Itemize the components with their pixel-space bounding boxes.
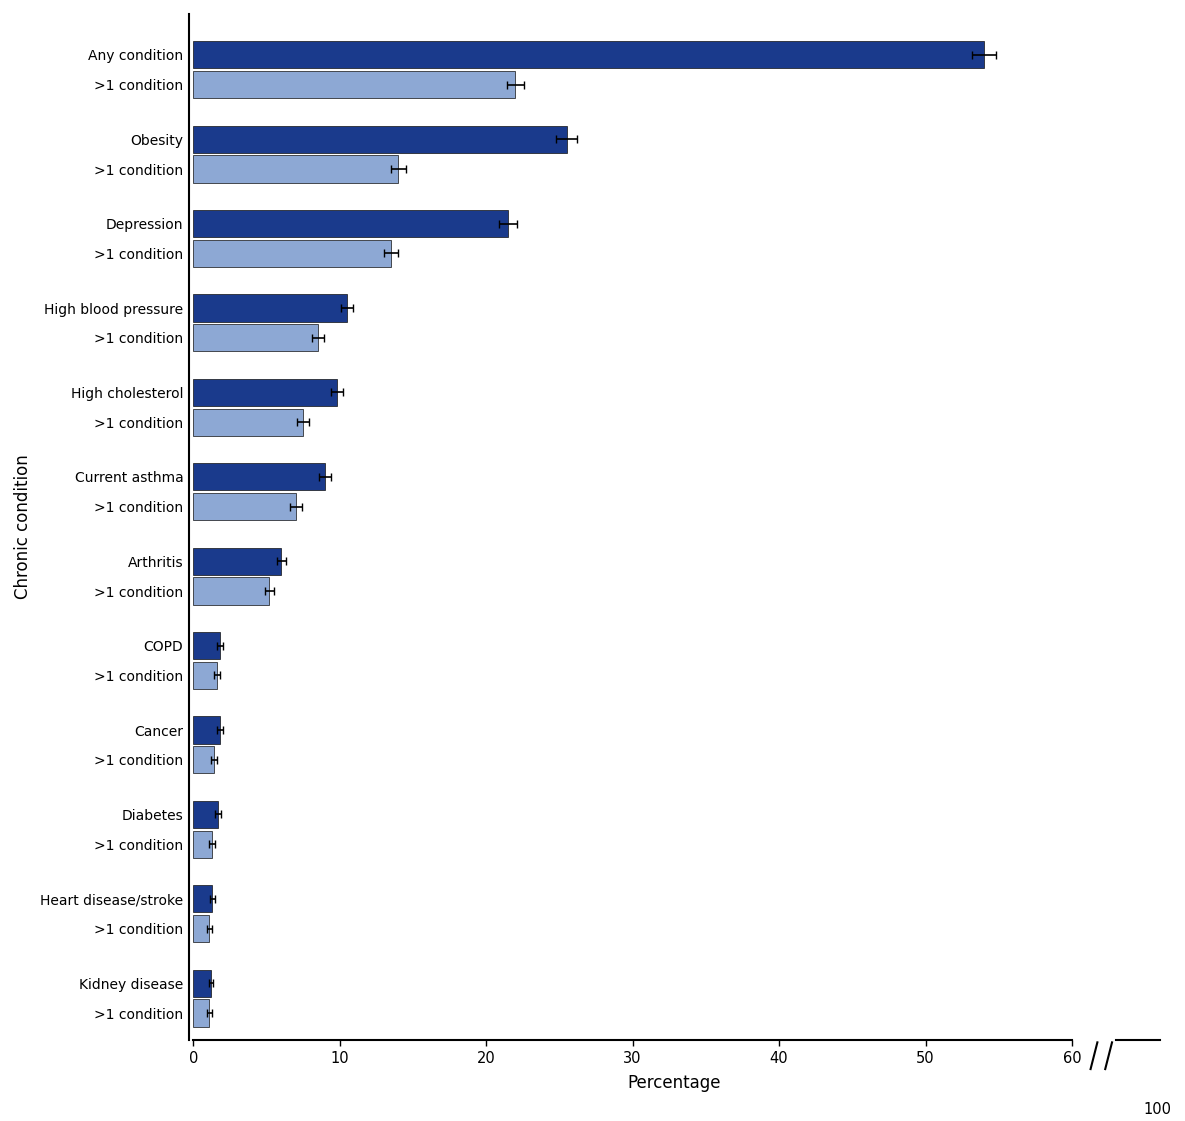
Bar — [193, 240, 391, 267]
Bar — [193, 661, 217, 689]
Bar — [193, 210, 508, 238]
Bar — [193, 800, 218, 828]
Bar — [193, 999, 210, 1027]
Bar — [193, 408, 303, 436]
Bar — [193, 970, 211, 997]
Bar — [193, 126, 566, 152]
Bar — [193, 156, 398, 183]
Bar — [193, 915, 210, 943]
Bar — [193, 747, 213, 773]
Bar — [193, 493, 296, 520]
Bar — [193, 71, 515, 99]
Bar — [193, 324, 318, 352]
Bar — [193, 886, 212, 912]
X-axis label: Percentage: Percentage — [628, 1074, 722, 1092]
Y-axis label: Chronic condition: Chronic condition — [14, 455, 32, 600]
Bar — [193, 632, 219, 659]
Bar — [193, 577, 269, 604]
Text: 100: 100 — [1144, 1102, 1171, 1117]
Bar — [193, 831, 212, 858]
Bar — [193, 379, 337, 406]
Bar — [193, 716, 219, 743]
Bar — [193, 295, 347, 322]
Bar — [193, 41, 984, 68]
Bar — [193, 463, 325, 491]
Bar — [193, 547, 281, 575]
